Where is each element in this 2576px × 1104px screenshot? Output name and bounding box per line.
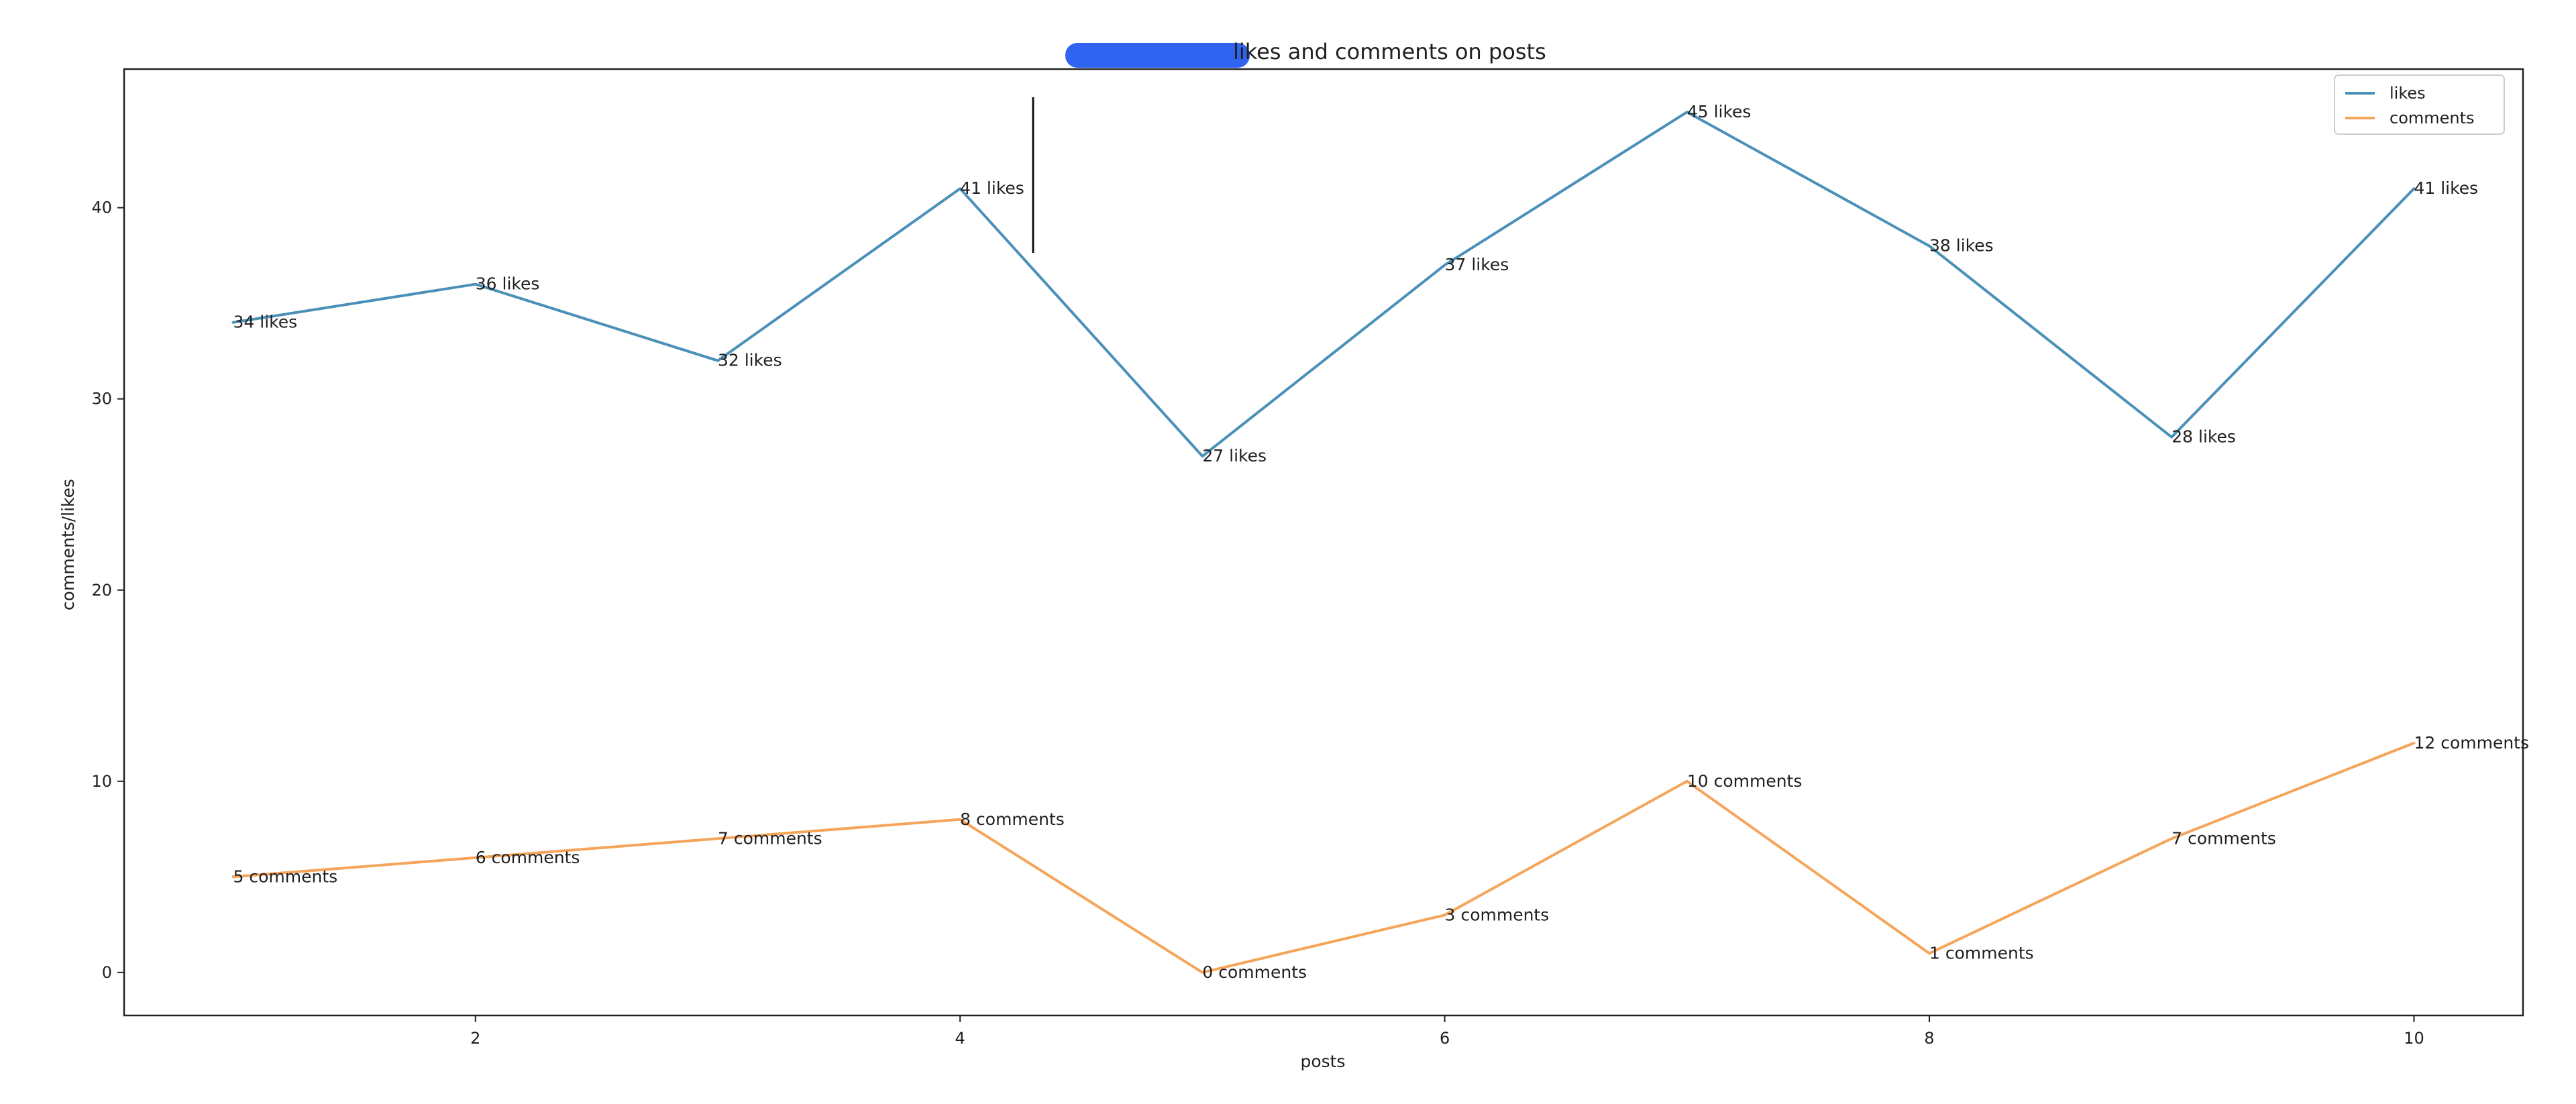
redaction-mark (1065, 43, 1250, 68)
chart-title: likes and comments on posts (1233, 39, 1546, 64)
likes-data-label: 27 likes (1202, 446, 1267, 465)
likes-data-label: 45 likes (1687, 102, 1752, 121)
comments-data-label: 1 comments (1929, 943, 2034, 962)
comments-data-label: 7 comments (718, 828, 822, 848)
likes-data-label: 38 likes (1929, 236, 1994, 256)
x-tick-label: 10 (2404, 1029, 2424, 1048)
comments-data-label: 5 comments (233, 867, 338, 886)
x-tick-label: 4 (955, 1029, 965, 1048)
comments-data-label: 7 comments (2171, 828, 2276, 848)
legend-label-comments: comments (2390, 109, 2475, 127)
comments-data-label: 0 comments (1202, 962, 1307, 982)
y-tick-label: 20 (91, 581, 112, 600)
comments-data-label: 10 comments (1687, 771, 1803, 791)
y-tick-label: 30 (91, 390, 112, 408)
likes-data-label: 41 likes (2414, 178, 2478, 198)
comments-data-label: 6 comments (476, 848, 580, 867)
y-tick-label: 0 (102, 963, 112, 982)
comments-data-label: 12 comments (2414, 733, 2529, 753)
likes-data-label: 34 likes (233, 313, 298, 332)
likes-data-label: 37 likes (1445, 255, 1509, 274)
likes-data-label: 41 likes (960, 178, 1024, 198)
x-tick-label: 6 (1440, 1029, 1450, 1048)
likes-data-label: 32 likes (718, 351, 782, 370)
likes-data-label: 28 likes (2171, 427, 2236, 447)
x-tick-label: 2 (470, 1029, 480, 1048)
legend-label-likes: likes (2390, 84, 2426, 103)
x-tick-label: 8 (1924, 1029, 1934, 1048)
x-axis-label: posts (1300, 1052, 1345, 1071)
comments-data-label: 8 comments (960, 810, 1065, 829)
y-tick-label: 40 (91, 199, 112, 217)
legend: likes comments (2334, 75, 2504, 134)
likes-data-label: 36 likes (476, 274, 540, 294)
y-tick-label: 10 (91, 772, 112, 791)
y-axis-label: comments/likes (58, 479, 78, 610)
comments-data-label: 3 comments (1445, 905, 1550, 924)
